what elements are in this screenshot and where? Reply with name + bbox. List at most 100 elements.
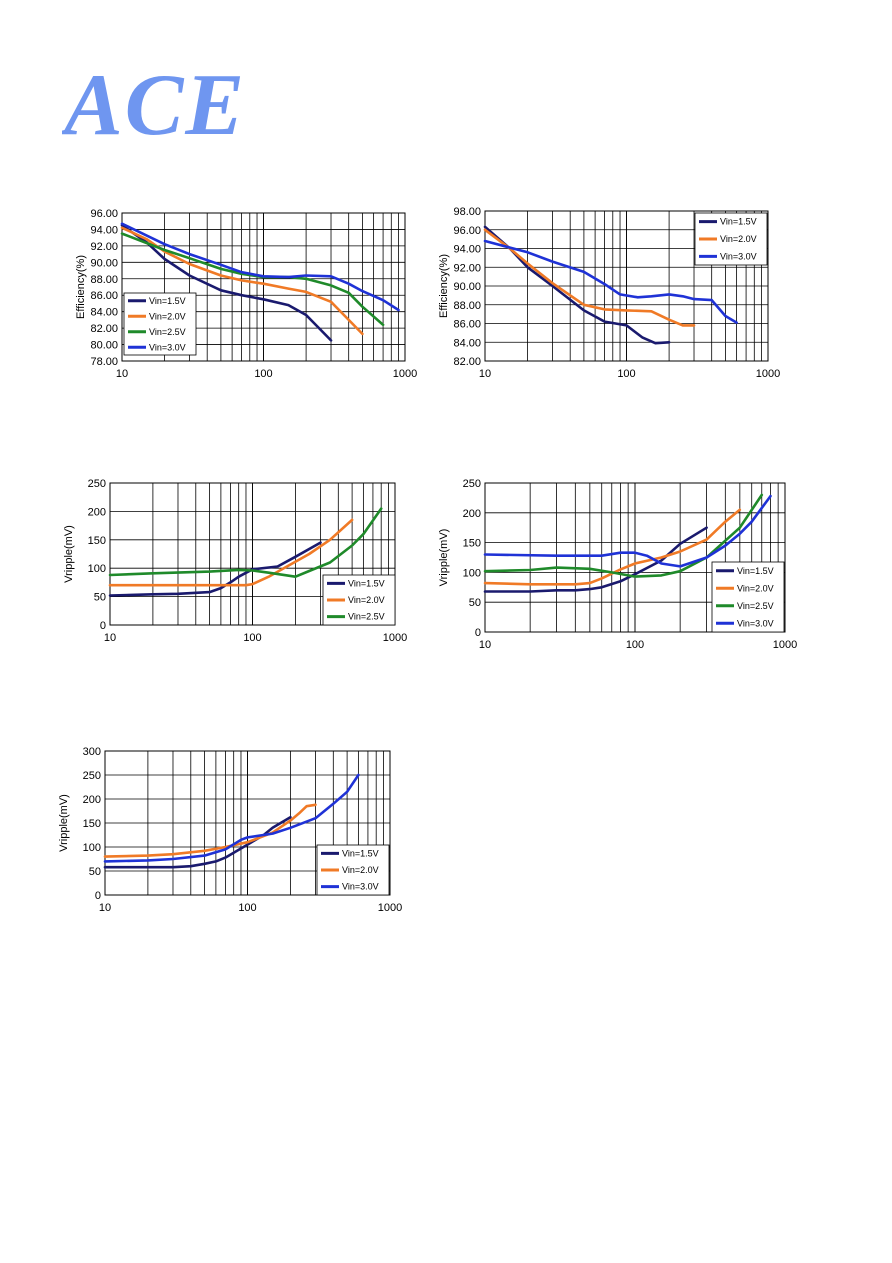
x-tick-label: 1000 [393, 368, 417, 380]
series-line-vin-2-0v [483, 228, 696, 327]
series-line-vin-2-0v [103, 803, 317, 858]
y-tick-label: 96.00 [90, 208, 118, 220]
y-tick-label: 100 [83, 842, 101, 854]
y-axis-label: Efficiency(%) [75, 255, 87, 319]
plot-frame [109, 482, 396, 626]
y-tick-label: 94.00 [453, 244, 481, 256]
plot-frame [121, 212, 406, 362]
y-tick-label: 200 [88, 506, 106, 518]
y-tick-label: 82.00 [453, 356, 481, 368]
legend-label: Vin=2.0V [348, 595, 385, 605]
y-tick-label: 88.00 [90, 274, 118, 286]
series-line-vin-2-5v [483, 493, 764, 578]
legend-label: Vin=2.0V [720, 234, 757, 244]
y-tick-label: 88.00 [453, 300, 481, 312]
y-axis-label: Efficiency(%) [438, 254, 450, 318]
y-tick-label: 96.00 [453, 225, 481, 237]
x-tick-label: 100 [254, 368, 272, 380]
series-line-vin-1-5v [120, 223, 333, 342]
legend-label: Vin=1.5V [149, 296, 186, 306]
legend-label: Vin=1.5V [342, 848, 379, 858]
y-tick-label: 80.00 [90, 340, 118, 352]
y-tick-label: 0 [95, 890, 101, 902]
y-axis-label: Vripple(mV) [58, 794, 70, 852]
legend-label: Vin=1.5V [737, 566, 774, 576]
y-tick-label: 90.00 [90, 257, 118, 269]
y-tick-label: 100 [88, 563, 106, 575]
x-tick-label: 10 [116, 368, 128, 380]
legend-label: Vin=3.0V [720, 251, 757, 261]
y-tick-label: 84.00 [90, 307, 118, 319]
y-tick-label: 150 [83, 818, 101, 830]
y-tick-label: 250 [88, 478, 106, 490]
y-tick-label: 82.00 [90, 323, 118, 335]
y-tick-label: 78.00 [90, 356, 118, 368]
legend-label: Vin=1.5V [348, 578, 385, 588]
series-line-vin-1-5v [483, 225, 671, 345]
plot-frame [484, 482, 786, 633]
ace-logo: ACE [62, 58, 246, 148]
x-tick-label: 10 [479, 639, 491, 651]
x-tick-label: 100 [243, 632, 261, 644]
y-tick-label: 50 [94, 592, 106, 604]
y-tick-label: 90.00 [453, 281, 481, 293]
chart-svg: 0 50 100 150 200 250 10 100 1000 Vripple(mV) Vin=1… [63, 478, 407, 644]
y-tick-label: 50 [469, 597, 481, 609]
x-tick-label: 10 [99, 902, 111, 914]
y-tick-label: 98.00 [453, 206, 481, 218]
y-tick-label: 200 [83, 794, 101, 806]
legend-label: Vin=3.0V [149, 342, 186, 352]
legend-box [123, 292, 197, 356]
y-tick-label: 250 [83, 770, 101, 782]
y-tick-label: 86.00 [453, 319, 481, 331]
chart-svg: 0 50 100 150 200 250 10 100 1000 Vripple(mV) Vin=1… [438, 478, 797, 651]
y-tick-label: 0 [475, 627, 481, 639]
chart-efficiency-2: 82.00 84.00 86.00 88.00 90.00 92.00 94.00 96.00… [420, 203, 792, 388]
x-tick-label: 1000 [756, 368, 780, 380]
legend-label: Vin=2.0V [149, 311, 186, 321]
chart-vripple-1: 0 50 100 150 200 250 10 100 1000 Vripple(mV) Vin=1… [55, 475, 415, 655]
chart-efficiency-1: 78.00 80.00 82.00 84.00 86.00 88.00 90.00 92.00… [60, 203, 420, 388]
x-tick-label: 100 [617, 368, 635, 380]
plot-frame [484, 210, 769, 362]
legend-label: Vin=3.0V [737, 618, 774, 628]
chart-svg: 78.00 80.00 82.00 84.00 86.00 88.00 90.00 92.00… [75, 208, 417, 380]
x-tick-label: 100 [238, 902, 256, 914]
legend-label: Vin=2.0V [342, 865, 379, 875]
y-tick-label: 100 [463, 567, 481, 579]
y-tick-label: 86.00 [90, 290, 118, 302]
chart-svg: 0 50 100 150 200 250 300 10 100 1000 Vripple(mV) Vi… [58, 746, 402, 914]
y-tick-label: 150 [88, 535, 106, 547]
series-line-vin-3-0v [483, 239, 738, 324]
x-tick-label: 100 [626, 639, 644, 651]
legend-label: Vin=1.5V [720, 217, 757, 227]
y-tick-label: 200 [463, 508, 481, 520]
x-tick-label: 10 [479, 368, 491, 380]
y-axis-label: Vripple(mV) [63, 525, 75, 583]
y-tick-label: 0 [100, 620, 106, 632]
y-tick-label: 94.00 [90, 224, 118, 236]
series-line-vin-3-0v [120, 222, 400, 312]
series-line-vin-1-5v [108, 541, 322, 597]
legend-label: Vin=2.5V [149, 327, 186, 337]
y-tick-label: 250 [463, 478, 481, 490]
series-line-vin-3-0v [483, 494, 772, 568]
plot-frame [104, 750, 391, 896]
y-tick-label: 50 [89, 866, 101, 878]
y-axis-label: Vripple(mV) [438, 529, 450, 587]
logo-text: ACE [62, 58, 246, 148]
legend-label: Vin=2.5V [737, 601, 774, 611]
y-tick-label: 84.00 [453, 337, 481, 349]
legend-label: Vin=2.0V [737, 583, 774, 593]
series-line-vin-2-0v [108, 518, 354, 587]
chart-vripple-2: 0 50 100 150 200 250 10 100 1000 Vripple(mV) Vin=1… [435, 475, 805, 660]
y-tick-label: 92.00 [453, 262, 481, 274]
legend-label: Vin=2.5V [348, 612, 385, 622]
chart-vripple-3: 0 50 100 150 200 250 300 10 100 1000 Vripple(mV) Vi… [55, 745, 415, 925]
x-tick-label: 1000 [378, 902, 402, 914]
y-tick-label: 92.00 [90, 241, 118, 253]
chart-svg: 82.00 84.00 86.00 88.00 90.00 92.00 94.00 96.00… [438, 206, 780, 380]
series-line-vin-2-0v [483, 508, 742, 586]
x-tick-label: 1000 [773, 639, 797, 651]
x-tick-label: 10 [104, 632, 116, 644]
